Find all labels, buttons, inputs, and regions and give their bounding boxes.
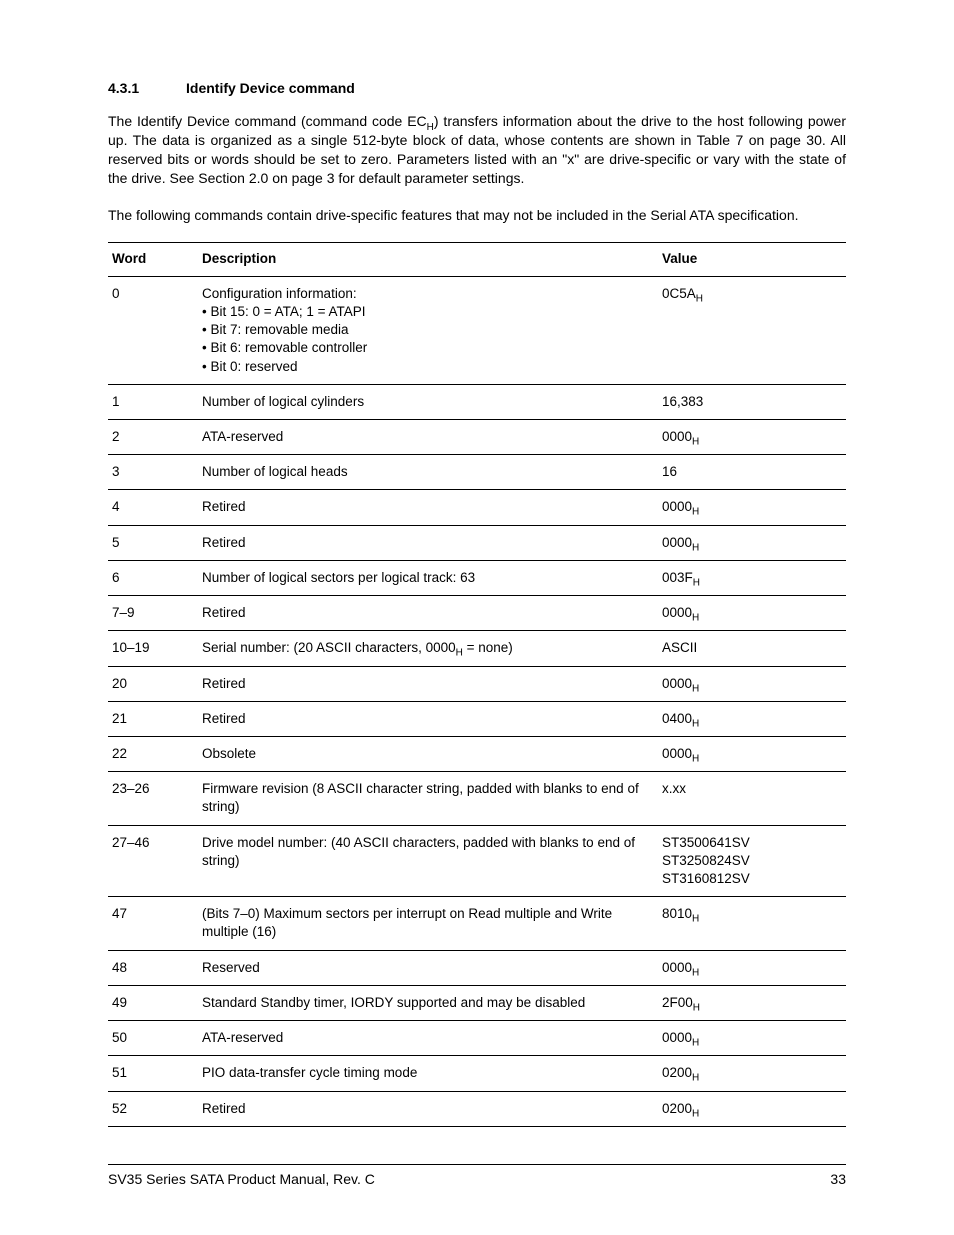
cell-value: 16,383 [658,384,846,419]
cell-word: 4 [108,490,198,525]
cell-word: 48 [108,950,198,985]
table-row: 1Number of logical cylinders16,383 [108,384,846,419]
cell-description: Retired [198,525,658,560]
cell-word: 22 [108,736,198,771]
cell-value: 0200H [658,1056,846,1091]
table-row: 27–46Drive model number: (40 ASCII chara… [108,825,846,897]
cell-value: 2F00H [658,985,846,1020]
cell-description: ATA-reserved [198,419,658,454]
table-row: 50ATA-reserved0000H [108,1021,846,1056]
cell-word: 7–9 [108,596,198,631]
footer-right: 33 [830,1171,846,1187]
table-row: 52Retired0200H [108,1091,846,1126]
page-footer: SV35 Series SATA Product Manual, Rev. C … [108,1164,846,1187]
page: 4.3.1 Identify Device command The Identi… [0,0,954,1235]
cell-description: Number of logical cylinders [198,384,658,419]
paragraph-1a: The Identify Device command (command cod… [108,113,427,129]
cell-description: Obsolete [198,736,658,771]
section-number: 4.3.1 [108,80,186,96]
table-row: 51PIO data-transfer cycle timing mode020… [108,1056,846,1091]
paragraph-1: The Identify Device command (command cod… [108,112,846,188]
cell-value: 0200H [658,1091,846,1126]
cell-word: 3 [108,455,198,490]
table-row: 0Configuration information:• Bit 15: 0 =… [108,276,846,384]
cell-word: 2 [108,419,198,454]
table-row: 21Retired0400H [108,701,846,736]
table-row: 23–26Firmware revision (8 ASCII characte… [108,772,846,825]
table-row: 3Number of logical heads16 [108,455,846,490]
cell-word: 0 [108,276,198,384]
identify-device-table: Word Description Value 0Configuration in… [108,242,846,1126]
cell-value: 003FH [658,560,846,595]
cell-description: PIO data-transfer cycle timing mode [198,1056,658,1091]
cell-value: 16 [658,455,846,490]
cell-word: 23–26 [108,772,198,825]
col-header-value: Value [658,243,846,276]
footer-left: SV35 Series SATA Product Manual, Rev. C [108,1171,375,1187]
table-header-row: Word Description Value [108,243,846,276]
cell-word: 21 [108,701,198,736]
cell-word: 20 [108,666,198,701]
table-row: 2ATA-reserved0000H [108,419,846,454]
table-row: 4Retired0000H [108,490,846,525]
cell-word: 5 [108,525,198,560]
cell-value: 0000H [658,596,846,631]
cell-value: 0000H [658,736,846,771]
cell-description: Number of logical heads [198,455,658,490]
table-row: 5Retired0000H [108,525,846,560]
col-header-word: Word [108,243,198,276]
cell-value: 0000H [658,490,846,525]
cell-value: 8010H [658,897,846,950]
cell-value: ST3500641SVST3250824SVST3160812SV [658,825,846,897]
table-row: 7–9Retired0000H [108,596,846,631]
cell-description: Retired [198,666,658,701]
cell-word: 47 [108,897,198,950]
cell-value: 0000H [658,1021,846,1056]
cell-word: 51 [108,1056,198,1091]
cell-word: 49 [108,985,198,1020]
table-row: 22Obsolete0000H [108,736,846,771]
table-row: 49Standard Standby timer, IORDY supporte… [108,985,846,1020]
cell-description: Serial number: (20 ASCII characters, 000… [198,631,658,666]
cell-value: x.xx [658,772,846,825]
cell-word: 50 [108,1021,198,1056]
cell-description: Configuration information:• Bit 15: 0 = … [198,276,658,384]
cell-word: 52 [108,1091,198,1126]
table-row: 48Reserved0000H [108,950,846,985]
cell-description: Standard Standby timer, IORDY supported … [198,985,658,1020]
cell-description: Drive model number: (40 ASCII characters… [198,825,658,897]
cell-value: 0000H [658,525,846,560]
cell-description: Retired [198,701,658,736]
cell-description: Number of logical sectors per logical tr… [198,560,658,595]
col-header-desc: Description [198,243,658,276]
cell-description: (Bits 7–0) Maximum sectors per interrupt… [198,897,658,950]
section-heading: 4.3.1 Identify Device command [108,80,846,96]
cell-word: 6 [108,560,198,595]
cell-value: 0000H [658,666,846,701]
table-row: 6Number of logical sectors per logical t… [108,560,846,595]
cell-value: 0000H [658,419,846,454]
cell-word: 27–46 [108,825,198,897]
cell-value: 0000H [658,950,846,985]
cell-value: 0C5AH [658,276,846,384]
paragraph-2: The following commands contain drive-spe… [108,206,846,225]
cell-word: 1 [108,384,198,419]
cell-word: 10–19 [108,631,198,666]
cell-description: Retired [198,490,658,525]
cell-description: Retired [198,596,658,631]
table-row: 20Retired0000H [108,666,846,701]
cell-description: Reserved [198,950,658,985]
cell-description: Retired [198,1091,658,1126]
cell-description: Firmware revision (8 ASCII character str… [198,772,658,825]
cell-description: ATA-reserved [198,1021,658,1056]
section-title: Identify Device command [186,80,355,96]
cell-value: 0400H [658,701,846,736]
table-row: 47(Bits 7–0) Maximum sectors per interru… [108,897,846,950]
cell-value: ASCII [658,631,846,666]
table-row: 10–19Serial number: (20 ASCII characters… [108,631,846,666]
